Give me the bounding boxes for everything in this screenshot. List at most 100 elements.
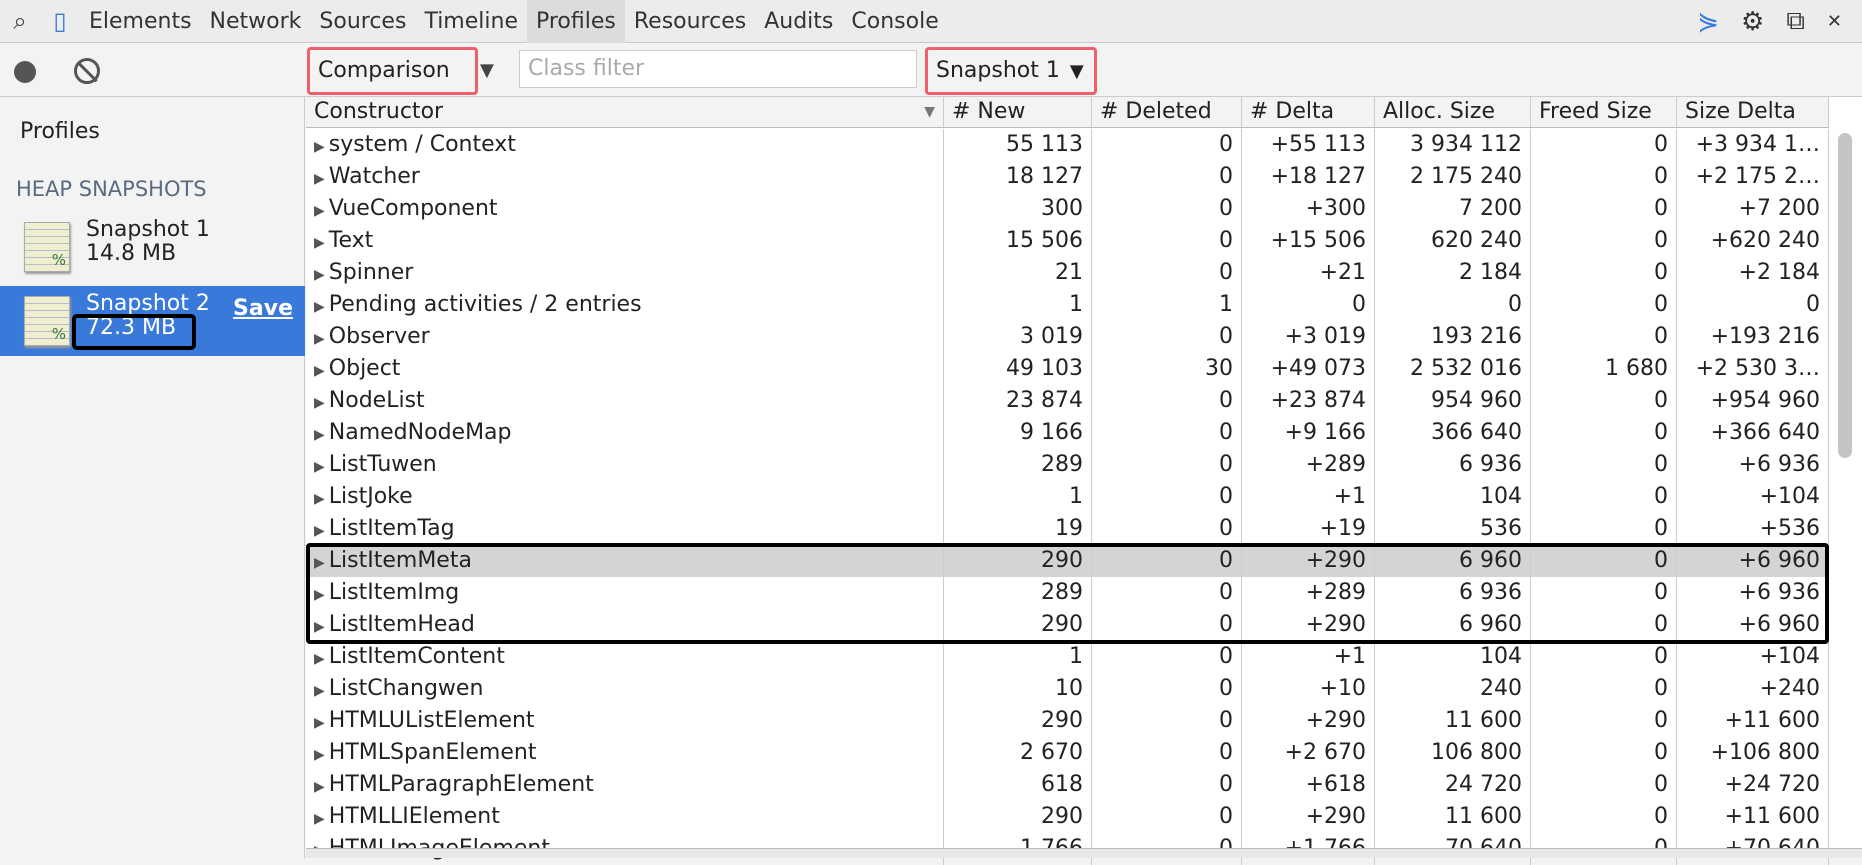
expand-triangle-icon[interactable]: ▶ xyxy=(314,555,325,571)
class-filter-input[interactable]: Class filter xyxy=(519,50,917,88)
dock-icon[interactable]: ⧉ xyxy=(1786,6,1805,36)
expand-triangle-icon[interactable]: ▶ xyxy=(314,491,325,507)
expand-triangle-icon[interactable]: ▶ xyxy=(314,523,325,539)
value-cell: 2 184 xyxy=(1375,257,1531,289)
table-row[interactable]: ▶ system / Context 55 113 0 +55 113 3 934 112… xyxy=(306,129,1829,161)
table-row[interactable]: ▶ Text 15 506 0 +15 506 620 240 0 +620 240 xyxy=(306,225,1829,257)
cell-text: 0 xyxy=(1654,516,1668,541)
column-header[interactable]: Freed Size xyxy=(1531,97,1677,127)
record-icon[interactable] xyxy=(14,61,36,83)
table-row[interactable]: ▶ HTMLParagraphElement 618 0 +618 24 720 0 +24 … xyxy=(306,769,1829,801)
cell-text: 0 xyxy=(1654,420,1668,445)
column-header[interactable]: Constructor ▼ xyxy=(306,97,944,127)
table-row[interactable]: ▶ HTMLLIElement 290 0 +290 11 600 0 +11 600 xyxy=(306,801,1829,833)
expand-triangle-icon[interactable]: ▶ xyxy=(314,747,325,763)
table-row[interactable]: ▶ ListItemTag 19 0 +19 536 0 +536 xyxy=(306,513,1829,545)
expand-triangle-icon[interactable]: ▶ xyxy=(314,331,325,347)
table-row[interactable]: ▶ HTMLSpanElement 2 670 0 +2 670 106 800 0 +106… xyxy=(306,737,1829,769)
expand-triangle-icon[interactable]: ▶ xyxy=(314,139,325,155)
value-cell: 289 xyxy=(944,577,1092,609)
value-cell: +300 xyxy=(1242,193,1375,225)
device-mode-icon[interactable]: ▯ xyxy=(53,7,67,35)
expand-triangle-icon[interactable]: ▶ xyxy=(314,715,325,731)
value-cell: 104 xyxy=(1375,641,1531,673)
gear-icon[interactable]: ⚙ xyxy=(1741,6,1765,37)
table-row[interactable]: ▶ ListJoke 1 0 +1 104 0 +104 xyxy=(306,481,1829,513)
table-row[interactable]: ▶ VueComponent 300 0 +300 7 200 0 +7 200 xyxy=(306,193,1829,225)
snapshot-size: 72.3 MB xyxy=(86,315,177,340)
table-row[interactable]: ▶ ListItemContent 1 0 +1 104 0 +104 xyxy=(306,641,1829,673)
horizontal-scrollbar[interactable] xyxy=(306,848,1862,858)
value-cell: +3 019 xyxy=(1242,321,1375,353)
table-row[interactable]: ▶ ListItemImg 289 0 +289 6 936 0 +6 936 xyxy=(306,577,1829,609)
cell-text: 1 xyxy=(1219,292,1233,317)
expand-triangle-icon[interactable]: ▶ xyxy=(314,427,325,443)
column-header[interactable]: # New xyxy=(944,97,1092,127)
table-row[interactable]: ▶ NamedNodeMap 9 166 0 +9 166 366 640 0 +366 64… xyxy=(306,417,1829,449)
cell-text: 21 xyxy=(1055,260,1083,285)
expand-triangle-icon[interactable]: ▶ xyxy=(314,651,325,667)
snapshot-1-item[interactable]: % Snapshot 1 14.8 MB xyxy=(0,212,305,282)
table-row[interactable]: ▶ ListItemMeta 290 0 +290 6 960 0 +6 960 xyxy=(306,545,1829,577)
expand-triangle-icon[interactable]: ▶ xyxy=(314,171,325,187)
tab-network[interactable]: Network xyxy=(209,8,302,34)
column-header[interactable]: Alloc. Size xyxy=(1375,97,1531,127)
search-icon[interactable]: ⌕ xyxy=(13,7,27,35)
table-row[interactable]: ▶ Object 49 103 30 +49 073 2 532 016 1 680 +2 5… xyxy=(306,353,1829,385)
cell-text: 0 xyxy=(1654,548,1668,573)
view-select[interactable]: Comparison xyxy=(307,47,478,95)
table-row[interactable]: ▶ Watcher 18 127 0 +18 127 2 175 240 0 +2 175 2… xyxy=(306,161,1829,193)
table-row[interactable]: ▶ ListTuwen 289 0 +289 6 936 0 +6 936 xyxy=(306,449,1829,481)
cell-text: +6 960 xyxy=(1738,612,1820,637)
expand-triangle-icon[interactable]: ▶ xyxy=(314,683,325,699)
constructor-cell: ▶ Observer xyxy=(306,321,944,353)
expand-triangle-icon[interactable]: ▶ xyxy=(314,779,325,795)
column-header[interactable]: Size Delta xyxy=(1677,97,1829,127)
expand-triangle-icon[interactable]: ▶ xyxy=(314,203,325,219)
cell-text: 0 xyxy=(1654,612,1668,637)
table-row[interactable]: ▶ ListChangwen 10 0 +10 240 0 +240 xyxy=(306,673,1829,705)
value-cell: 6 936 xyxy=(1375,449,1531,481)
table-row[interactable]: ▶ Observer 3 019 0 +3 019 193 216 0 +193 216 xyxy=(306,321,1829,353)
cell-text: 3 934 112 xyxy=(1410,132,1522,157)
close-icon[interactable]: ✕ xyxy=(1826,11,1842,32)
expand-triangle-icon[interactable]: ▶ xyxy=(314,459,325,475)
snapshot-2-item[interactable]: % Snapshot 2 72.3 MB Save xyxy=(0,286,305,356)
expand-triangle-icon[interactable]: ▶ xyxy=(314,363,325,379)
tab-elements[interactable]: Elements xyxy=(89,8,192,34)
expand-triangle-icon[interactable]: ▶ xyxy=(314,587,325,603)
tab-audits[interactable]: Audits xyxy=(764,8,834,34)
column-header[interactable]: # Deleted xyxy=(1092,97,1242,127)
tab-profiles[interactable]: Profiles xyxy=(526,0,625,43)
save-link[interactable]: Save xyxy=(233,296,293,321)
table-row[interactable]: ▶ Spinner 21 0 +21 2 184 0 +2 184 xyxy=(306,257,1829,289)
value-cell: 620 240 xyxy=(1375,225,1531,257)
tab-timeline[interactable]: Timeline xyxy=(424,8,518,34)
cell-text: +954 960 xyxy=(1710,388,1820,413)
expand-triangle-icon[interactable]: ▶ xyxy=(314,235,325,251)
column-header[interactable]: # Delta xyxy=(1242,97,1375,127)
table-row[interactable]: ▶ Pending activities / 2 entries 1 1 0 0 0 0 xyxy=(306,289,1829,321)
vertical-scrollbar[interactable] xyxy=(1838,133,1852,458)
value-cell: 0 xyxy=(1531,385,1677,417)
table-row[interactable]: ▶ HTMLUListElement 290 0 +290 11 600 0 +11 600 xyxy=(306,705,1829,737)
expand-triangle-icon[interactable]: ▶ xyxy=(314,619,325,635)
table-row[interactable]: ▶ NodeList 23 874 0 +23 874 954 960 0 +954 960 xyxy=(306,385,1829,417)
clear-icon[interactable] xyxy=(74,58,100,84)
value-cell: 2 532 016 xyxy=(1375,353,1531,385)
snapshot-name: Snapshot 1 xyxy=(86,217,210,242)
cell-text: 193 216 xyxy=(1431,324,1522,349)
expand-triangle-icon[interactable]: ▶ xyxy=(314,267,325,283)
expand-triangle-icon[interactable]: ▶ xyxy=(314,299,325,315)
expand-triangle-icon[interactable]: ▶ xyxy=(314,395,325,411)
cell-text: 1 xyxy=(1069,292,1083,317)
tab-sources[interactable]: Sources xyxy=(319,8,407,34)
table-row[interactable]: ▶ ListItemHead 290 0 +290 6 960 0 +6 960 xyxy=(306,609,1829,641)
expand-triangle-icon[interactable]: ▶ xyxy=(314,811,325,827)
value-cell: +10 xyxy=(1242,673,1375,705)
tab-console[interactable]: Console xyxy=(851,8,939,34)
tab-resources[interactable]: Resources xyxy=(633,8,747,34)
chevron-down-icon[interactable]: ▼ xyxy=(480,60,494,81)
console-drawer-icon[interactable]: ⋟ xyxy=(1697,6,1720,37)
base-snapshot-select[interactable]: Snapshot 1 ▼ xyxy=(925,47,1097,95)
